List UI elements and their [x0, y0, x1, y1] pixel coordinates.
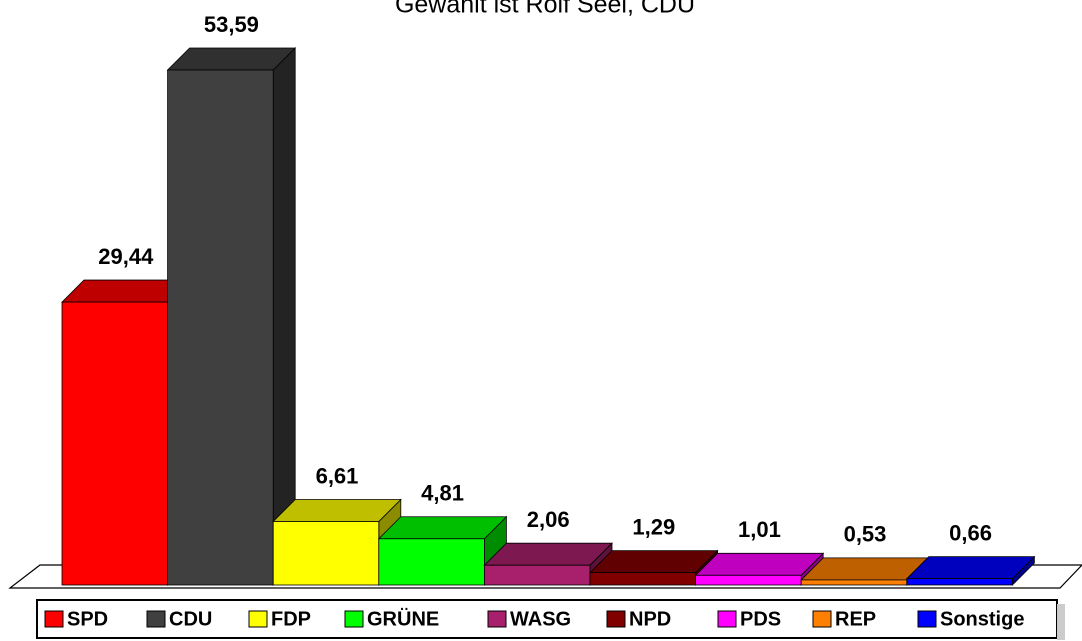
bar: [800, 579, 908, 586]
chart-title: Gewählt ist Rolf Seel, CDU: [395, 0, 695, 19]
bar-top: [905, 556, 1036, 580]
legend-swatch: [44, 610, 64, 628]
legend-label: REP: [835, 608, 876, 630]
bar-top: [483, 542, 613, 566]
bar-top: [166, 47, 297, 71]
legend-label: WASG: [510, 608, 571, 630]
bar: [906, 578, 1013, 586]
legend-label: GRÜNE: [367, 607, 439, 630]
data-label: 53,59: [204, 12, 259, 37]
bar-top: [694, 552, 825, 576]
bar: [483, 564, 591, 586]
legend-label: FDP: [271, 608, 311, 630]
legend-swatch: [917, 610, 937, 628]
legend-label: SPD: [67, 608, 108, 630]
data-label: 0,53: [844, 522, 887, 547]
data-label: 6,61: [316, 463, 359, 488]
legend-swatch: [812, 610, 832, 628]
bar-top: [272, 499, 402, 522]
legend-label: NPD: [629, 608, 671, 630]
bar-top: [589, 550, 719, 574]
legend-swatch: [146, 610, 166, 628]
data-label: 29,44: [98, 244, 154, 269]
data-label: 1,29: [632, 514, 675, 539]
data-label: 4,81: [421, 481, 464, 506]
legend-label: Sonstige: [940, 608, 1024, 630]
data-label: 0,66: [949, 520, 992, 545]
data-label: 2,06: [527, 507, 570, 532]
bar: [695, 574, 802, 586]
bar: [589, 572, 696, 586]
bar: [378, 538, 485, 586]
legend-swatch: [487, 610, 507, 628]
data-label: 1,01: [738, 517, 781, 542]
legend-swatch: [717, 610, 737, 628]
bar-top: [377, 516, 508, 540]
legend-swatch: [248, 610, 268, 628]
legend-label: CDU: [169, 608, 212, 630]
bar: [272, 521, 380, 586]
legend-swatch: [344, 610, 364, 628]
legend-swatch: [606, 610, 626, 628]
bar: [167, 69, 274, 586]
legend-shadow: [1057, 604, 1065, 640]
bar: [61, 301, 168, 586]
legend-label: PDS: [740, 608, 781, 630]
legend-box: [36, 599, 1058, 639]
